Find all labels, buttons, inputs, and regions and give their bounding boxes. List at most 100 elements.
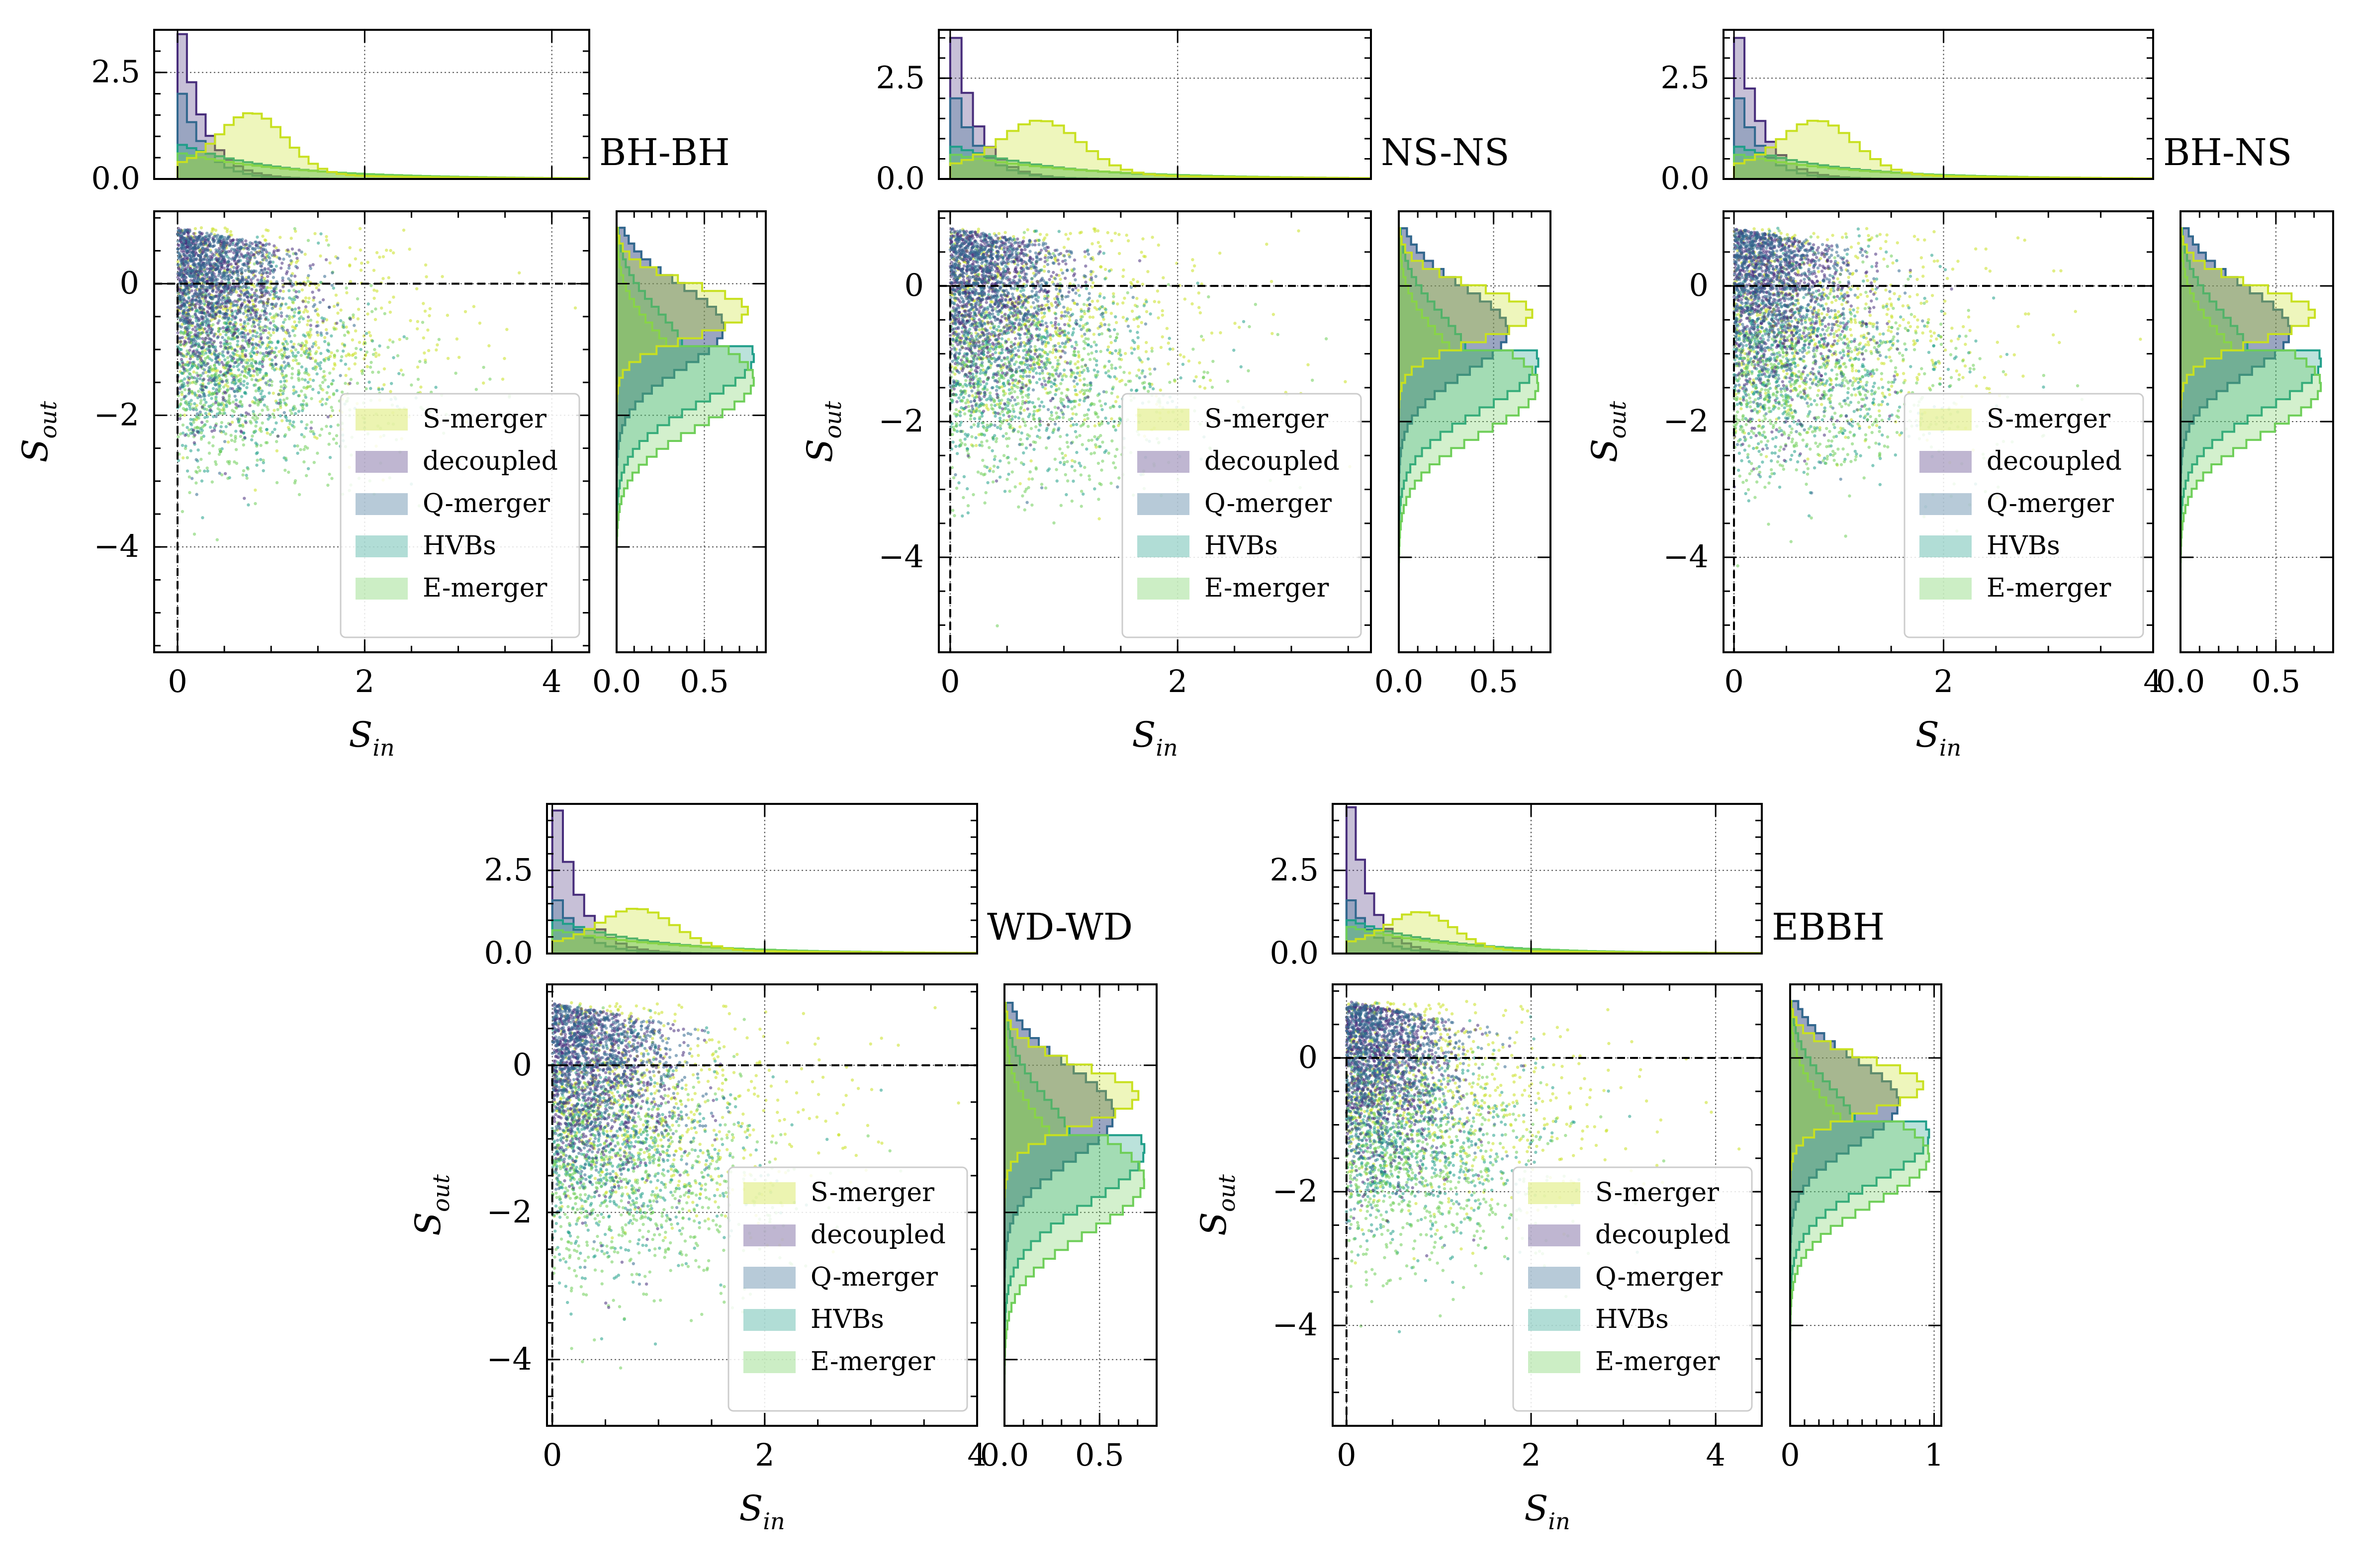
scatter-point-decoupled bbox=[268, 242, 271, 246]
scatter-point-q-merger bbox=[195, 335, 198, 339]
scatter-point-decoupled bbox=[187, 387, 191, 391]
scatter-point-q-merger bbox=[261, 377, 265, 380]
scatter-point-q-merger bbox=[247, 269, 251, 273]
scatter-point-hvbs bbox=[250, 438, 254, 441]
scatter-point-hvbs bbox=[1024, 446, 1028, 450]
scatter-point-e-merger bbox=[284, 403, 288, 406]
scatter-point-hvbs bbox=[262, 469, 265, 472]
scatter-point-decoupled bbox=[182, 395, 186, 399]
scatter-point-decoupled bbox=[180, 357, 183, 361]
scatter-point-hvbs bbox=[271, 431, 274, 434]
scatter-point-s-merger bbox=[306, 310, 309, 313]
scatter-point-s-merger bbox=[1140, 321, 1143, 324]
scatter-point-hvbs bbox=[188, 354, 192, 358]
scatter-point-hvbs bbox=[402, 335, 406, 339]
scatter-point-s-merger bbox=[1114, 400, 1118, 403]
scatter-point-e-merger bbox=[206, 356, 209, 359]
scatter-point-hvbs bbox=[236, 340, 240, 343]
scatter-point-q-merger bbox=[318, 301, 322, 304]
scatter-point-decoupled bbox=[273, 355, 277, 359]
scatter-point-q-merger bbox=[255, 260, 259, 263]
scatter-point-e-merger bbox=[265, 373, 268, 377]
scatter-point-e-merger bbox=[190, 390, 194, 394]
scatter-point-s-merger bbox=[478, 321, 482, 325]
scatter-point-e-merger bbox=[302, 386, 306, 389]
scatter-point-e-merger bbox=[369, 360, 373, 364]
scatter-point-e-merger bbox=[179, 402, 182, 406]
scatter-point-s-merger bbox=[1198, 311, 1202, 315]
scatter-point-s-merger bbox=[1151, 236, 1154, 239]
scatter-point-decoupled bbox=[246, 299, 250, 302]
scatter-point-q-merger bbox=[217, 287, 220, 291]
scatter-point-s-merger bbox=[1066, 308, 1069, 312]
scatter-point-hvbs bbox=[1076, 371, 1080, 375]
scatter-point-q-merger bbox=[252, 320, 255, 324]
scatter-point-q-merger bbox=[190, 306, 194, 310]
scatter-point-e-merger bbox=[331, 409, 334, 412]
scatter-point-decoupled bbox=[206, 334, 209, 337]
scatter-point-hvbs bbox=[249, 354, 253, 358]
scatter-point-q-merger bbox=[237, 241, 241, 244]
scatter-point-q-merger bbox=[206, 293, 210, 297]
scatter-point-hvbs bbox=[958, 410, 962, 414]
scatter-point-e-merger bbox=[177, 435, 180, 438]
scatter-point-e-merger bbox=[181, 423, 185, 427]
scatter-point-q-merger bbox=[252, 269, 256, 272]
scatter-point-decoupled bbox=[183, 434, 187, 437]
scatter-point-q-merger bbox=[309, 266, 312, 270]
scatter-point-q-merger bbox=[259, 333, 263, 336]
scatter-point-hvbs bbox=[302, 333, 305, 337]
scatter-point-e-merger bbox=[218, 408, 222, 412]
scatter-point-q-merger bbox=[277, 392, 280, 396]
scatter-point-e-merger bbox=[307, 300, 310, 304]
scatter-point-e-merger bbox=[227, 336, 230, 340]
scatter-point-s-merger bbox=[1121, 274, 1125, 278]
scatter-point-s-merger bbox=[199, 226, 203, 230]
scatter-point-q-merger bbox=[261, 262, 264, 265]
scatter-point-s-merger bbox=[976, 230, 980, 234]
scatter-point-q-merger bbox=[224, 363, 228, 367]
scatter-point-q-merger bbox=[249, 316, 253, 320]
scatter-point-q-merger bbox=[239, 413, 243, 417]
scatter-point-decoupled bbox=[203, 327, 207, 331]
scatter-point-q-merger bbox=[205, 272, 208, 276]
scatter-point-s-merger bbox=[1157, 316, 1160, 320]
scatter-point-hvbs bbox=[230, 381, 234, 384]
scatter-point-q-merger bbox=[183, 270, 187, 273]
scatter-point-hvbs bbox=[1049, 380, 1053, 384]
scatter-point-hvbs bbox=[242, 383, 246, 387]
scatter-point-e-merger bbox=[269, 433, 272, 436]
scatter-point-hvbs bbox=[285, 419, 289, 422]
scatter-point-q-merger bbox=[213, 295, 217, 299]
scatter-point-decoupled bbox=[230, 309, 234, 313]
scatter-point-e-merger bbox=[287, 317, 291, 321]
scatter-point-q-merger bbox=[236, 417, 240, 421]
scatter-point-hvbs bbox=[1032, 447, 1036, 451]
scatter-point-q-merger bbox=[221, 238, 224, 241]
scatter-point-q-merger bbox=[192, 408, 195, 412]
scatter-point-e-merger bbox=[297, 320, 301, 324]
scatter-point-decoupled bbox=[301, 300, 305, 303]
scatter-point-e-merger bbox=[251, 416, 255, 420]
y-tick-label: −4 bbox=[94, 528, 139, 564]
scatter-point-s-merger bbox=[214, 229, 218, 232]
scatter-point-q-merger bbox=[229, 292, 233, 296]
scatter-point-s-merger bbox=[1075, 393, 1079, 397]
scatter-point-hvbs bbox=[283, 379, 286, 383]
scatter-point-q-merger bbox=[188, 235, 192, 239]
scatter-point-hvbs bbox=[195, 377, 199, 380]
scatter-point-e-merger bbox=[180, 390, 183, 394]
scatter-point-e-merger bbox=[305, 371, 309, 375]
scatter-point-e-merger bbox=[184, 400, 188, 403]
scatter-point-e-merger bbox=[179, 414, 182, 417]
scatter-point-hvbs bbox=[1136, 331, 1139, 334]
scatter-point-s-merger bbox=[1006, 301, 1010, 304]
scatter-point-s-merger bbox=[398, 338, 401, 342]
scatter-point-hvbs bbox=[1192, 379, 1196, 383]
scatter-point-e-merger bbox=[211, 374, 214, 377]
scatter-point-e-merger bbox=[283, 433, 287, 436]
scatter-point-s-merger bbox=[1136, 325, 1140, 328]
scatter-point-s-merger bbox=[315, 320, 319, 324]
scatter-point-hvbs bbox=[994, 414, 997, 418]
scatter-point-decoupled bbox=[241, 325, 245, 329]
